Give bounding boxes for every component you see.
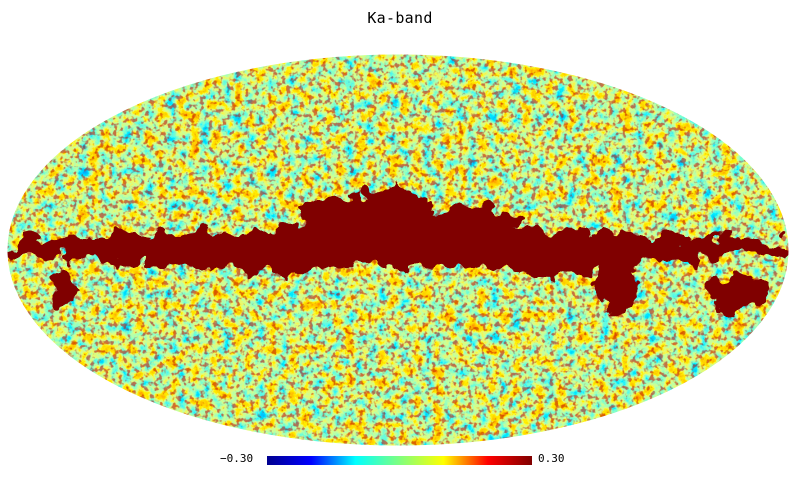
map-outline [6, 53, 790, 447]
map-body [7, 54, 789, 446]
colorbar [267, 456, 532, 465]
galactic-plane-emission [7, 183, 789, 310]
colorbar-max-label: 0.30 [538, 452, 565, 465]
map-title: Ka-band [367, 9, 433, 27]
colorbar-min-label: −0.30 [220, 452, 254, 465]
